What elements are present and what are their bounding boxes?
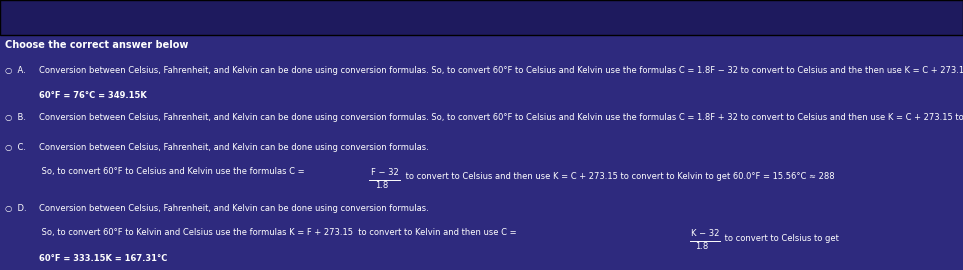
Text: ○  D.: ○ D. [5, 204, 26, 213]
Text: to convert to Celsius and then use K = C + 273.15 to convert to Kelvin to get 60: to convert to Celsius and then use K = C… [403, 171, 834, 181]
Text: F − 32: F − 32 [371, 168, 399, 177]
Text: Conversion between Celsius, Fahrenheit, and Kelvin can be done using conversion : Conversion between Celsius, Fahrenheit, … [39, 66, 963, 75]
Text: So, to convert 60°F to Kelvin and Celsius use the formulas K = F + 273.15  to co: So, to convert 60°F to Kelvin and Celsiu… [39, 228, 519, 237]
Text: ○  C.: ○ C. [5, 143, 26, 152]
Text: Conversion between Celsius, Fahrenheit, and Kelvin can be done using conversion : Conversion between Celsius, Fahrenheit, … [39, 143, 429, 152]
Text: ○ Points: 0 of 1: ○ Points: 0 of 1 [664, 2, 740, 12]
Text: to convert to Celsius to get: to convert to Celsius to get [722, 234, 839, 243]
Text: 60°F = 76°C = 349.15K: 60°F = 76°C = 349.15K [39, 92, 146, 100]
Text: ○  A.: ○ A. [5, 66, 26, 75]
Text: So, to convert 60°F to Celsius and Kelvin use the formulas C =: So, to convert 60°F to Celsius and Kelvi… [39, 167, 307, 176]
Text: 1.8: 1.8 [695, 242, 709, 251]
Text: Conversion between Celsius, Fahrenheit, and Kelvin can be done using conversion : Conversion between Celsius, Fahrenheit, … [39, 204, 429, 213]
Text: K − 32: K − 32 [691, 229, 719, 238]
Text: 1.8: 1.8 [375, 181, 388, 190]
Text: ○  B.: ○ B. [5, 113, 26, 122]
Text: Choose the correct answer below: Choose the correct answer below [5, 40, 188, 50]
Text: Using examples, show how to convert among the Fahrenheit, Celsius, and Kelvin te: Using examples, show how to convert amon… [5, 12, 501, 22]
Text: 60°F = 333.15K = 167.31°C: 60°F = 333.15K = 167.31°C [39, 254, 167, 262]
Text: Conversion between Celsius, Fahrenheit, and Kelvin can be done using conversion : Conversion between Celsius, Fahrenheit, … [39, 113, 963, 122]
